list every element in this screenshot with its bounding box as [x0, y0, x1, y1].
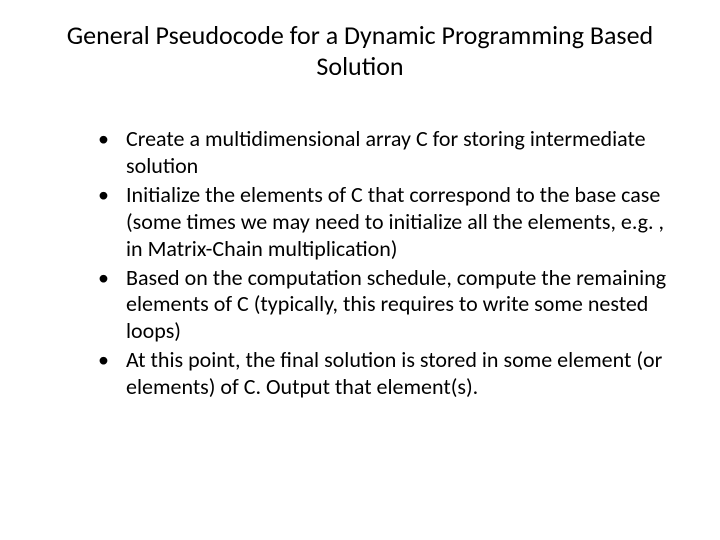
list-item: Initialize the elements of C that corres… — [98, 182, 680, 262]
list-item: At this point, the final solution is sto… — [98, 347, 680, 401]
bullet-list: Create a multidimensional array C for st… — [40, 126, 680, 400]
slide: General Pseudocode for a Dynamic Program… — [0, 0, 720, 540]
list-item: Based on the computation schedule, compu… — [98, 265, 680, 345]
list-item: Create a multidimensional array C for st… — [98, 126, 680, 180]
slide-title: General Pseudocode for a Dynamic Program… — [40, 20, 680, 82]
